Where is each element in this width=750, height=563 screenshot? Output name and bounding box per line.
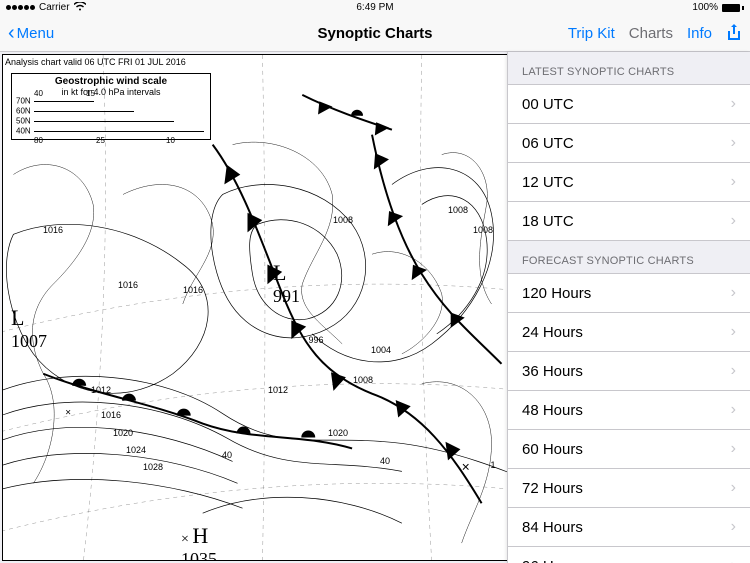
isobar-label: 1016: [183, 285, 203, 295]
chevron-right-icon: ›: [731, 401, 736, 419]
wifi-icon: [74, 2, 86, 14]
isobar-label: 1024: [126, 445, 146, 455]
cell-label: 18 UTC: [522, 213, 574, 230]
chart-time-cell[interactable]: 60 Hours ›: [508, 429, 750, 468]
isobar-label: 1028: [143, 462, 163, 472]
status-left: Carrier: [6, 2, 86, 14]
isobar-label: 996: [308, 335, 323, 345]
section-header: FORECAST SYNOPTIC CHARTS: [508, 241, 750, 273]
isobar-label: 1: [490, 460, 495, 470]
chart-time-cell[interactable]: 84 Hours ›: [508, 507, 750, 546]
chart-time-cell[interactable]: 36 Hours ›: [508, 351, 750, 390]
isobar-label: 1008: [353, 375, 373, 385]
cell-label: 120 Hours: [522, 285, 591, 302]
chart-time-cell[interactable]: 48 Hours ›: [508, 390, 750, 429]
isobar-label: 1012: [91, 385, 111, 395]
isobar-label: 1008: [333, 215, 353, 225]
signal-strength-icon: [6, 5, 35, 10]
nav-right-group: Trip Kit Charts Info: [568, 25, 742, 42]
chevron-right-icon: ›: [731, 134, 736, 152]
charts-side-panel: LATEST SYNOPTIC CHARTS00 UTC›06 UTC›12 U…: [507, 52, 750, 563]
carrier-label: Carrier: [39, 2, 70, 13]
chart-time-cell[interactable]: 00 UTC ›: [508, 84, 750, 123]
chart-time-cell[interactable]: 96 Hours ›: [508, 546, 750, 563]
isobar-label: 1020: [113, 428, 133, 438]
chevron-right-icon: ›: [731, 284, 736, 302]
cell-label: 06 UTC: [522, 135, 574, 152]
section-header: LATEST SYNOPTIC CHARTS: [508, 52, 750, 84]
content-area: Analysis chart valid 06 UTC FRI 01 JUL 2…: [0, 52, 750, 563]
cell-label: 36 Hours: [522, 363, 583, 380]
isobar-label: 1016: [43, 225, 63, 235]
pressure-system-label: L1007: [11, 305, 47, 352]
isobar-label: 40: [380, 456, 390, 466]
chart-time-cell[interactable]: 120 Hours ›: [508, 273, 750, 312]
battery-percent-label: 100%: [692, 2, 718, 13]
cell-label: 12 UTC: [522, 174, 574, 191]
cell-label: 60 Hours: [522, 441, 583, 458]
pressure-system-label: × H1035: [181, 523, 217, 561]
chevron-right-icon: ›: [731, 323, 736, 341]
chevron-right-icon: ›: [731, 173, 736, 191]
svg-text:×: ×: [462, 458, 470, 474]
cell-label: 72 Hours: [522, 480, 583, 497]
isobar-label: 40: [222, 450, 232, 460]
isobar-label: 1016: [101, 410, 121, 420]
isobar-label: 1008: [448, 205, 468, 215]
status-time: 6:49 PM: [356, 2, 393, 13]
nav-link-charts[interactable]: Charts: [629, 25, 673, 42]
pressure-system-label: L991: [273, 260, 300, 307]
nav-link-info[interactable]: Info: [687, 25, 712, 42]
back-button[interactable]: ‹ Menu: [8, 23, 54, 43]
chart-time-cell[interactable]: 18 UTC ›: [508, 201, 750, 241]
chart-time-cell[interactable]: 12 UTC ›: [508, 162, 750, 201]
battery-icon: [722, 4, 744, 12]
chart-time-cell[interactable]: 06 UTC ›: [508, 123, 750, 162]
chevron-right-icon: ›: [731, 479, 736, 497]
isobar-label: 1008: [473, 225, 493, 235]
chevron-right-icon: ›: [731, 440, 736, 458]
back-label: Menu: [17, 25, 55, 42]
cell-label: 48 Hours: [522, 402, 583, 419]
chart-time-cell[interactable]: 72 Hours ›: [508, 468, 750, 507]
chevron-right-icon: ›: [731, 518, 736, 536]
cell-label: 84 Hours: [522, 519, 583, 536]
page-title: Synoptic Charts: [317, 25, 432, 42]
cell-label: 96 Hours: [522, 558, 583, 563]
share-icon[interactable]: [726, 25, 742, 41]
status-bar: Carrier 6:49 PM 100%: [0, 0, 750, 15]
chevron-right-icon: ›: [731, 212, 736, 230]
status-right: 100%: [692, 2, 744, 13]
isobar-label: 1012: [268, 385, 288, 395]
chart-time-cell[interactable]: 24 Hours ›: [508, 312, 750, 351]
chevron-right-icon: ›: [731, 362, 736, 380]
nav-link-tripkit[interactable]: Trip Kit: [568, 25, 615, 42]
chevron-right-icon: ›: [731, 557, 736, 563]
isobar-label: 1016: [118, 280, 138, 290]
cell-label: 00 UTC: [522, 96, 574, 113]
isobar-label: 1004: [371, 345, 391, 355]
chevron-left-icon: ‹: [8, 23, 15, 43]
svg-text:×: ×: [65, 408, 71, 419]
isobar-label: 1020: [328, 428, 348, 438]
navigation-bar: ‹ Menu Synoptic Charts Trip Kit Charts I…: [0, 15, 750, 52]
cell-label: 24 Hours: [522, 324, 583, 341]
chevron-right-icon: ›: [731, 95, 736, 113]
